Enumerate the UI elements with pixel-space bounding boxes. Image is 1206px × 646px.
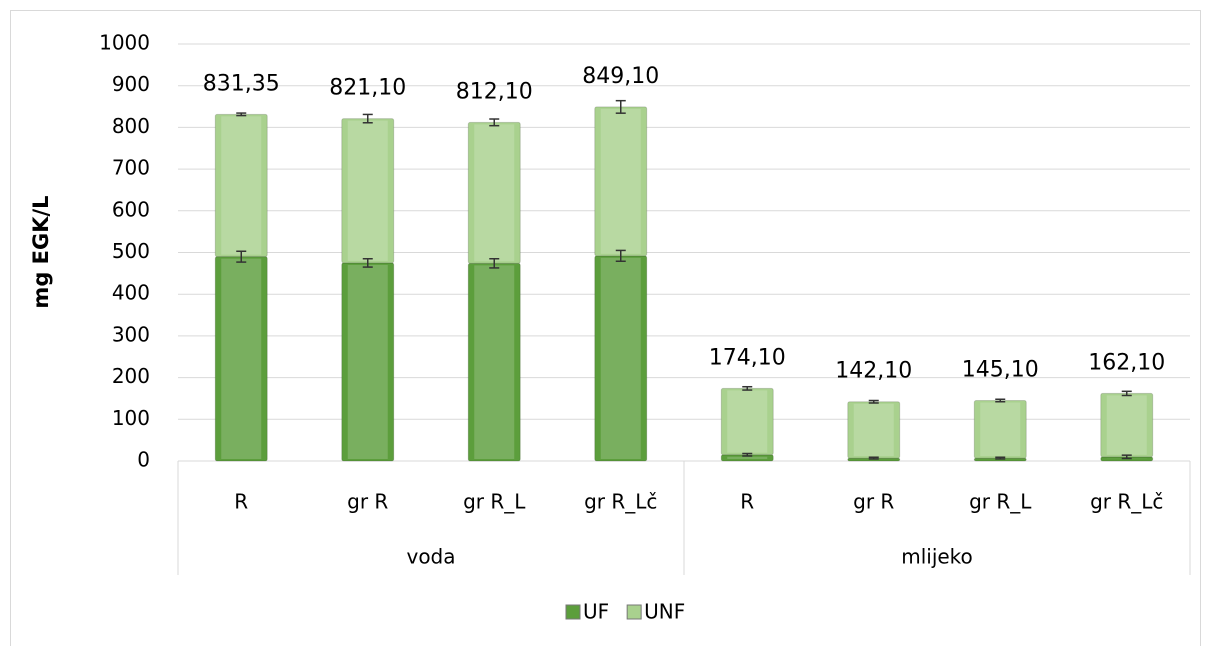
x-tick-label: R xyxy=(234,490,248,514)
y-tick-label: 300 xyxy=(112,322,150,346)
error-bar xyxy=(362,113,373,124)
total-label: 142,10 xyxy=(835,359,912,384)
bar-sheen xyxy=(474,265,515,459)
error-bar xyxy=(615,249,626,263)
error-bar xyxy=(742,385,753,391)
y-tick-label: 500 xyxy=(112,239,150,263)
group-label: mlijeko xyxy=(901,545,973,569)
y-axis-label: mg EGK/L xyxy=(29,195,53,308)
x-tick-label: gr R_Lč xyxy=(1090,490,1163,514)
y-tick-label: 1000 xyxy=(99,31,150,55)
error-bar xyxy=(742,452,753,457)
error-bar xyxy=(489,258,500,269)
error-bar xyxy=(868,456,879,460)
y-tick-label: 400 xyxy=(112,281,150,305)
legend-swatch xyxy=(626,604,642,620)
error-bar xyxy=(236,250,247,263)
bar-sheen xyxy=(347,264,388,459)
y-tick-label: 200 xyxy=(112,364,150,388)
error-bar xyxy=(1121,454,1132,460)
bar-sheen xyxy=(221,116,262,255)
total-label: 174,10 xyxy=(709,345,786,370)
x-tick-label: gr R_L xyxy=(969,490,1032,514)
bar-sheen xyxy=(600,108,641,254)
bar-sheen xyxy=(600,257,641,459)
y-tick-label: 600 xyxy=(112,197,150,221)
total-label: 849,10 xyxy=(582,64,659,89)
bar-sheen xyxy=(1106,395,1147,455)
legend-swatch xyxy=(565,604,581,620)
bar-sheen xyxy=(853,403,894,457)
y-tick-label: 900 xyxy=(112,72,150,96)
bar-sheen xyxy=(347,120,388,261)
legend-label: UNF xyxy=(644,600,685,624)
bar-sheen xyxy=(474,124,515,262)
x-tick-label: gr R xyxy=(347,490,388,514)
error-bar xyxy=(995,398,1006,403)
total-label: 831,35 xyxy=(203,71,280,96)
total-label: 162,10 xyxy=(1088,350,1165,375)
y-tick-label: 800 xyxy=(112,114,150,138)
error-bar xyxy=(868,399,879,404)
x-tick-label: gr R_Lč xyxy=(584,490,657,514)
bar-sheen xyxy=(980,402,1021,457)
group-label: voda xyxy=(406,545,455,569)
error-bar xyxy=(362,258,373,268)
y-tick-label: 100 xyxy=(112,406,150,430)
bar-sheen xyxy=(221,258,262,459)
error-bar xyxy=(489,118,500,127)
legend-label: UF xyxy=(583,600,609,624)
total-label: 812,10 xyxy=(456,79,533,104)
y-tick-label: 0 xyxy=(137,448,150,472)
total-label: 821,10 xyxy=(329,76,406,101)
bar-sheen xyxy=(727,456,768,459)
x-tick-label: gr R xyxy=(853,490,894,514)
x-tick-label: gr R_L xyxy=(463,490,526,514)
error-bar xyxy=(236,112,247,117)
error-bar xyxy=(1121,390,1132,397)
x-tick-label: R xyxy=(740,490,754,514)
chart-border xyxy=(10,10,1201,646)
error-bar xyxy=(995,456,1006,460)
y-tick-label: 700 xyxy=(112,156,150,180)
error-bar xyxy=(615,99,626,114)
bar-sheen xyxy=(727,390,768,453)
total-label: 145,10 xyxy=(962,357,1039,382)
